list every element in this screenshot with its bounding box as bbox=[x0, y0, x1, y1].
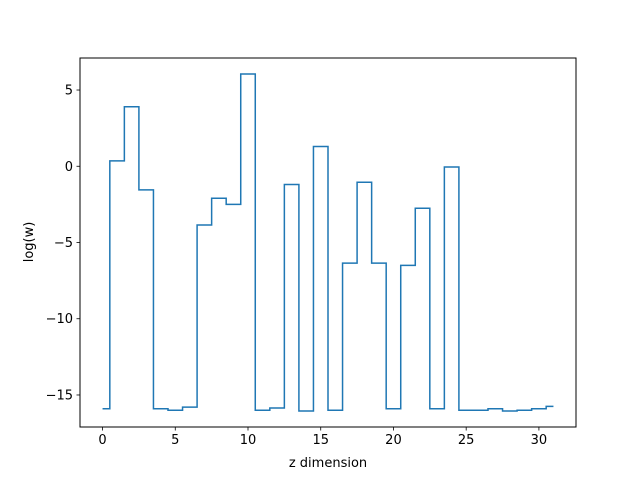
x-tick-label: 20 bbox=[385, 433, 402, 448]
y-tick-label: −10 bbox=[46, 312, 73, 327]
y-tick-label: 0 bbox=[65, 160, 73, 175]
y-tick-label: −15 bbox=[46, 388, 73, 403]
x-tick-label: 25 bbox=[458, 433, 475, 448]
y-tick-label: −5 bbox=[54, 236, 73, 251]
x-axis-label: z dimension bbox=[289, 456, 367, 471]
x-tick-label: 5 bbox=[171, 433, 179, 448]
x-tick-label: 15 bbox=[312, 433, 329, 448]
y-tick-label: 5 bbox=[65, 84, 73, 99]
x-tick-label: 0 bbox=[98, 433, 106, 448]
y-axis-label: log(w) bbox=[22, 222, 37, 263]
series-line-0 bbox=[102, 73, 554, 412]
plot-area bbox=[79, 57, 577, 428]
x-tick-label: 10 bbox=[240, 433, 257, 448]
x-tick-label: 30 bbox=[531, 433, 548, 448]
axes-ticks: 0 5 10 15 20 25 30 5 0 −5 −10 −15 bbox=[46, 84, 548, 448]
